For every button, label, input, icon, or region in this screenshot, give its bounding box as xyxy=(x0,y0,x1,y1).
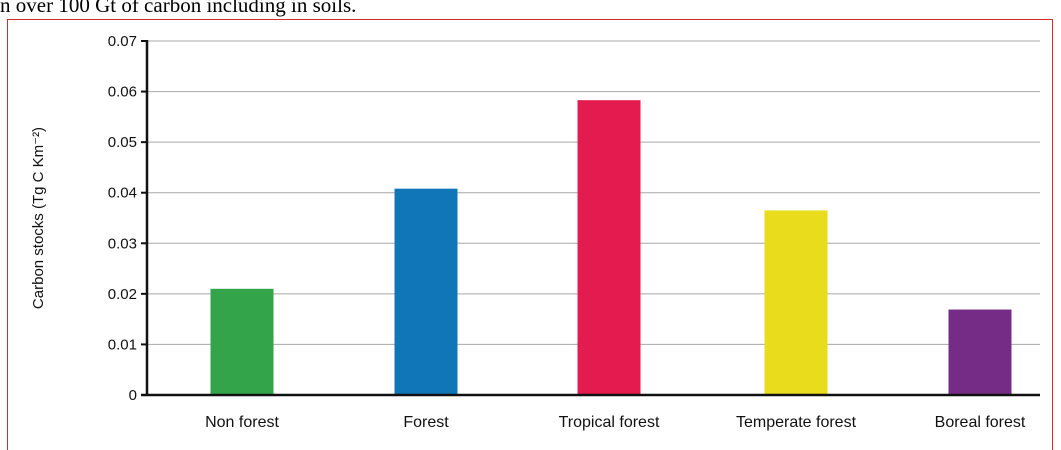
y-tick-label: 0.03 xyxy=(108,235,137,252)
truncated-body-text: n over 100 Gt of carbon including in soi… xyxy=(0,0,357,17)
figure-frame xyxy=(7,19,1053,450)
bar-tropical-forest xyxy=(577,100,641,395)
y-tick-label: 0.07 xyxy=(108,33,137,50)
x-category-label: Boreal forest xyxy=(935,414,1026,431)
y-tick-label: 0 xyxy=(129,387,137,404)
bar-forest xyxy=(394,188,458,395)
y-axis-label: Carbon stocks (Tg C Km⁻²) xyxy=(30,127,47,309)
x-category-label: Forest xyxy=(403,414,449,431)
y-tick-label: 0.04 xyxy=(108,185,137,202)
y-tick-label: 0.06 xyxy=(108,84,137,101)
bar-temperate-forest xyxy=(764,210,828,395)
bar-non-forest xyxy=(210,288,274,395)
x-category-label: Tropical forest xyxy=(559,414,660,431)
x-category-label: Temperate forest xyxy=(736,414,857,431)
y-tick-label: 0.01 xyxy=(108,336,137,353)
y-tick-label: 0.05 xyxy=(108,134,137,151)
bar-boreal-forest xyxy=(948,309,1012,395)
x-category-label: Non forest xyxy=(205,414,279,431)
y-tick-label: 0.02 xyxy=(108,286,137,303)
